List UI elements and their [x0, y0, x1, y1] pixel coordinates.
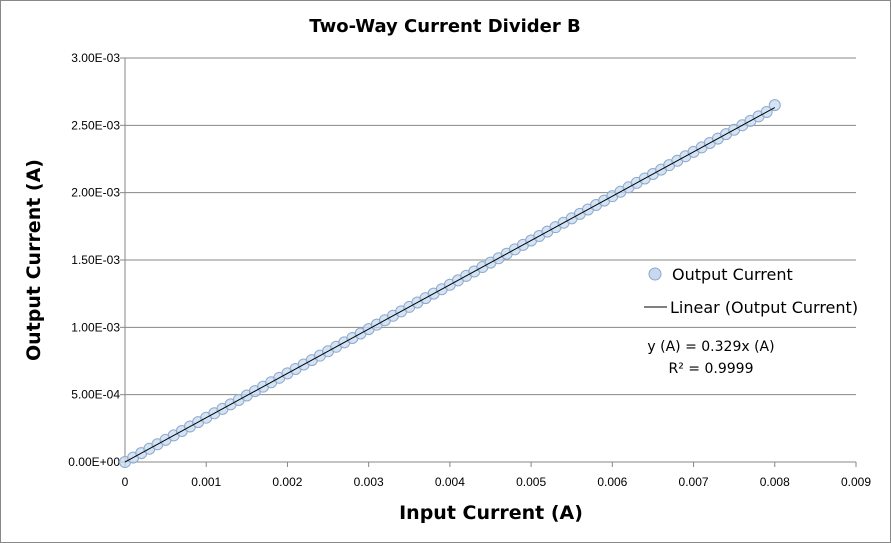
- x-tick-label: 0.004: [435, 475, 465, 489]
- data-point: [768, 99, 781, 112]
- x-tick-label: 0.002: [272, 475, 302, 489]
- chart-title: Two-Way Current Divider B: [309, 16, 580, 37]
- x-tick-label: 0.008: [760, 475, 790, 489]
- y-tick-label: 5.00E-04: [71, 388, 120, 402]
- x-tick-label: 0: [122, 475, 129, 489]
- y-tick-label: 3.00E-03: [71, 51, 120, 65]
- trendline-equation: y (A) = 0.329x (A): [647, 339, 774, 355]
- x-axis-label: Input Current (A): [399, 502, 583, 524]
- trendline-group: [124, 107, 776, 463]
- y-tick-label: 0.00E+00: [68, 455, 120, 469]
- trendline-r-squared: R² = 0.9999: [669, 361, 754, 377]
- x-tick-label: 0.005: [516, 475, 546, 489]
- x-tick-label: 0.006: [597, 475, 627, 489]
- legend-label-linear: Linear (Output Current): [670, 298, 858, 317]
- y-tick-label: 2.50E-03: [71, 118, 120, 132]
- y-axis-label: Output Current (A): [23, 159, 45, 361]
- legend: Output Current Linear (Output Current): [644, 265, 858, 317]
- x-tick-label: 0.007: [679, 475, 709, 489]
- x-tick-label: 0.001: [191, 475, 221, 489]
- y-tick-label: 1.50E-03: [71, 253, 120, 267]
- legend-marker-output-current: [648, 267, 662, 281]
- legend-label-output-current: Output Current: [672, 265, 793, 284]
- y-tick-label: 1.00E-03: [71, 320, 120, 334]
- x-tick-label: 0.009: [841, 475, 871, 489]
- y-tick-label: 2.00E-03: [71, 186, 120, 200]
- trendline: [124, 107, 776, 463]
- tick-labels: 0.00E+00 5.00E-04 1.00E-03 1.50E-03 2.00E-03…: [68, 51, 871, 489]
- x-tick-label: 0.003: [354, 475, 384, 489]
